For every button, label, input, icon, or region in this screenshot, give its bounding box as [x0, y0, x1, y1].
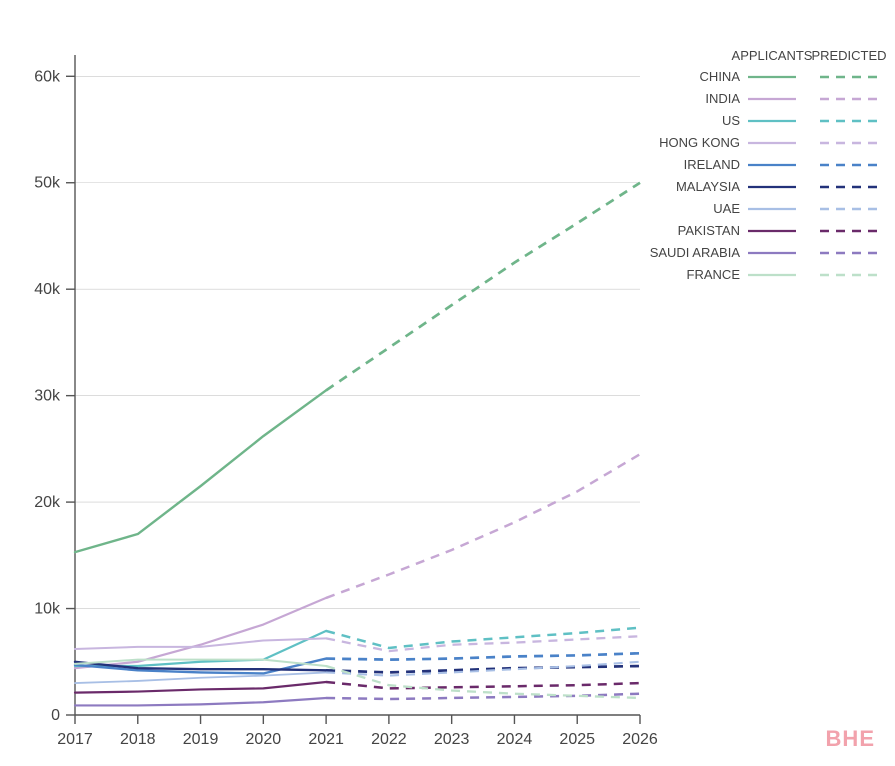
series-predicted	[326, 682, 640, 688]
y-tick-label: 60k	[34, 68, 61, 85]
x-tick-label: 2021	[308, 731, 344, 748]
x-tick-label: 2019	[183, 731, 219, 748]
series-predicted	[326, 653, 640, 659]
series-predicted	[326, 628, 640, 648]
x-tick-label: 2025	[559, 731, 595, 748]
series-actual	[75, 698, 326, 705]
legend-label: SAUDI ARABIA	[650, 245, 741, 260]
series-predicted	[326, 694, 640, 699]
x-tick-label: 2017	[57, 731, 93, 748]
legend-label: US	[722, 113, 740, 128]
legend-label: UAE	[713, 201, 740, 216]
series-predicted	[326, 183, 640, 391]
series-predicted	[326, 666, 640, 698]
series-predicted	[326, 454, 640, 598]
x-tick-label: 2026	[622, 731, 658, 748]
x-tick-label: 2024	[497, 731, 533, 748]
x-tick-label: 2023	[434, 731, 470, 748]
legend-header-applicants: APPLICANTS	[732, 48, 813, 63]
legend-header-predicted: PREDICTED	[811, 48, 886, 63]
series-actual	[75, 682, 326, 693]
legend-label: INDIA	[705, 91, 740, 106]
legend-label: MALAYSIA	[676, 179, 740, 194]
x-tick-label: 2020	[246, 731, 282, 748]
bhe-logo: BHE	[826, 726, 875, 752]
y-tick-label: 0	[51, 707, 60, 724]
applicants-line-chart: 0 10k 20k 30k 40k 50k 60k 2017 2018 2019 2020 2021 2…	[0, 0, 895, 766]
legend-label: FRANCE	[687, 267, 741, 282]
x-tick-label: 2018	[120, 731, 156, 748]
legend-label: CHINA	[700, 69, 741, 84]
series-actual	[75, 390, 326, 552]
legend-label: HONG KONG	[659, 135, 740, 150]
y-tick-label: 30k	[34, 388, 61, 405]
series-predicted	[326, 662, 640, 676]
y-tick-label: 20k	[34, 494, 61, 511]
legend-label: PAKISTAN	[678, 223, 740, 238]
legend-label: IRELAND	[684, 157, 740, 172]
series-actual	[75, 672, 326, 683]
y-tick-label: 50k	[34, 175, 61, 192]
y-tick-label: 40k	[34, 281, 61, 298]
series-predicted	[326, 666, 640, 672]
x-tick-label: 2022	[371, 731, 407, 748]
y-tick-label: 10k	[34, 601, 61, 618]
